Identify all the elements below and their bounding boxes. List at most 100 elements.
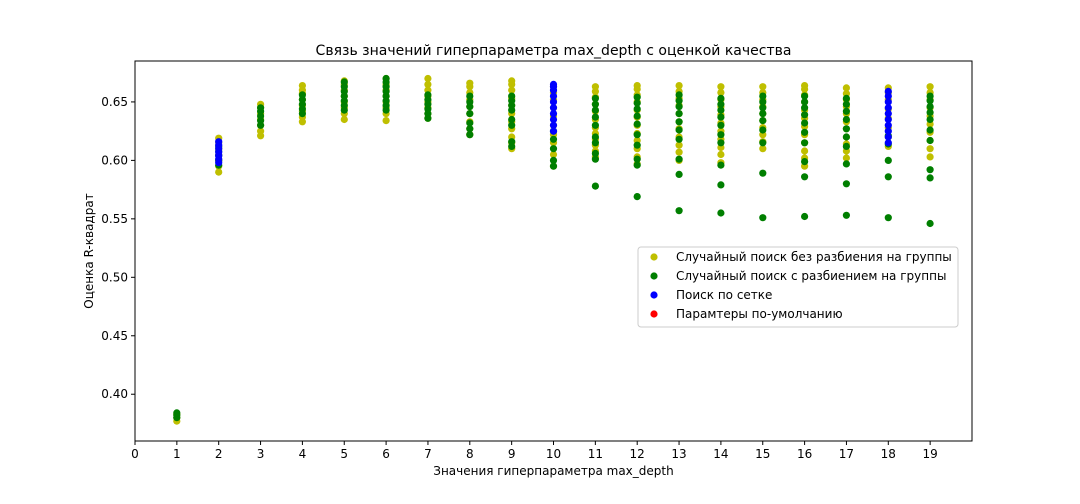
data-point-series-1 [675,126,683,134]
data-point-series-1 [466,131,474,139]
data-point-series-1 [591,133,600,141]
data-point-series-2 [884,87,892,95]
data-point-series-0 [926,153,934,161]
data-point-series-1 [633,131,641,139]
data-point-series-2 [549,127,558,135]
data-point-series-1 [466,110,474,118]
x-tick-label: 15 [755,447,770,461]
data-point-series-1 [633,193,641,201]
x-tick-label: 8 [466,447,474,461]
data-point-series-1 [591,121,600,129]
data-point-series-1 [675,97,683,105]
data-point-series-1 [633,105,641,113]
data-point-series-1 [508,121,516,129]
data-point-series-1 [759,92,767,100]
data-point-series-1 [801,111,809,119]
data-point-series-1 [633,93,641,101]
data-point-series-1 [508,138,516,146]
y-tick-label: 0.55 [101,212,128,226]
data-point-series-0 [215,168,223,176]
data-point-series-1 [717,161,725,169]
x-tick-label: 14 [713,447,728,461]
data-point-series-1 [675,135,683,143]
data-point-series-0 [591,83,600,91]
data-point-series-1 [173,409,181,417]
data-point-series-1 [842,180,851,188]
data-point-series-1 [633,112,641,120]
data-point-series-1 [675,110,683,118]
data-point-series-2 [549,110,558,118]
data-point-series-2 [884,133,892,141]
data-point-series-2 [884,110,892,118]
data-point-series-1 [591,100,600,108]
x-tick-label: 9 [508,447,516,461]
legend-marker [650,253,658,261]
data-point-series-2 [884,104,892,112]
data-point-series-1 [717,181,725,189]
data-point-series-2 [884,115,892,124]
data-point-series-1 [842,94,851,102]
data-point-series-2 [549,80,558,88]
data-point-series-1 [717,209,725,217]
legend-label: Случайный поиск без разбиения на группы [676,250,952,264]
data-point-series-1 [759,104,767,112]
data-point-series-0 [466,79,474,87]
x-tick-label: 11 [588,447,603,461]
data-point-series-1 [466,125,474,133]
data-point-series-2 [884,139,892,147]
data-point-series-0 [340,115,348,124]
x-tick-label: 17 [839,447,854,461]
data-point-series-1 [801,119,809,127]
data-point-series-2 [549,92,558,100]
legend-marker [650,272,658,280]
data-point-series-1 [801,98,809,106]
data-point-series-0 [842,84,851,92]
data-point-series-1 [759,110,767,118]
data-point-series-1 [340,78,348,86]
data-point-series-0 [382,117,390,125]
x-tick-label: 13 [671,447,686,461]
data-point-series-1 [508,92,516,100]
x-tick-label: 1 [173,447,181,461]
data-point-series-1 [801,212,809,221]
data-point-series-1 [926,92,934,100]
data-point-series-1 [884,214,892,222]
x-tick-label: 0 [131,447,139,461]
data-point-series-1 [717,121,725,129]
data-point-series-1 [633,120,641,128]
data-point-series-0 [633,82,641,90]
data-point-series-0 [298,82,306,90]
data-point-series-2 [215,138,223,146]
legend-label: Случайный поиск с разбиением на группы [676,269,946,283]
x-tick-label: 16 [797,447,812,461]
x-tick-label: 18 [881,447,896,461]
data-point-series-0 [717,89,725,97]
data-point-series-1 [717,106,725,114]
data-point-series-1 [591,155,600,163]
y-tick-label: 0.50 [101,270,128,284]
data-point-series-1 [717,94,725,102]
data-point-series-1 [633,155,641,163]
data-point-series-0 [549,150,558,159]
data-point-series-1 [591,139,600,147]
data-point-series-0 [675,141,683,149]
data-point-series-1 [842,107,851,115]
data-point-series-0 [508,86,516,94]
data-point-series-1 [675,118,683,126]
data-point-series-1 [591,182,600,190]
data-point-series-1 [926,219,934,228]
x-tick-label: 19 [923,447,938,461]
data-point-series-0 [717,150,725,159]
data-point-series-1 [759,139,767,147]
data-point-series-1 [801,92,809,100]
data-point-series-1 [508,115,516,124]
data-point-series-1 [926,166,934,174]
data-point-series-1 [717,113,725,121]
data-point-series-1 [549,156,558,164]
data-point-series-1 [801,128,809,136]
data-point-series-0 [424,74,432,83]
data-point-series-1 [591,94,600,102]
data-point-series-1 [717,139,725,147]
x-tick-label: 2 [215,447,223,461]
legend-label: Парамтеры по-умолчанию [676,307,843,321]
